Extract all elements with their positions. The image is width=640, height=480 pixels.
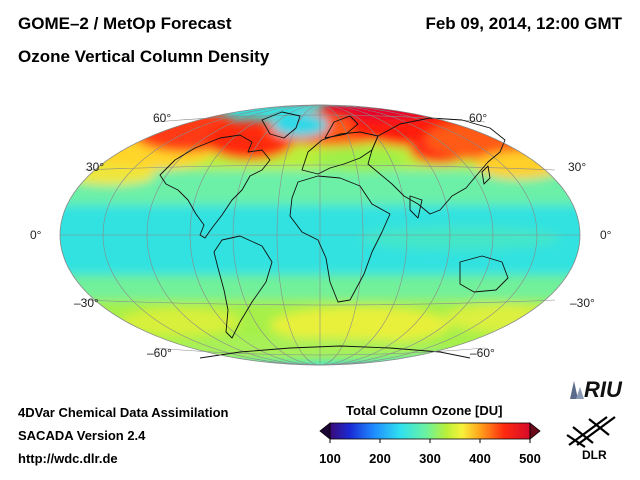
colorbar: [319, 422, 541, 443]
greenland-outline: [261, 111, 301, 139]
riu-logo: RIU: [568, 373, 628, 408]
map-subtitle: Ozone Vertical Column Density: [18, 47, 270, 66]
footer-version: SACADA Version 2.4: [18, 428, 146, 443]
lat-label-right-60: 60°: [469, 111, 488, 125]
map-title: GOME–2 / MetOp Forecast: [18, 14, 232, 33]
antarctica-outline: [199, 345, 471, 359]
colorbar-tick-label: 100: [319, 451, 341, 466]
coastlines: [159, 111, 509, 359]
lat-label-left-minus60: –60°: [147, 346, 172, 360]
africa-outline: [289, 175, 391, 303]
forecast-datetime: Feb 09, 2014, 12:00 GMT: [425, 14, 622, 33]
dlr-logo: [563, 413, 623, 456]
south-america-outline: [213, 235, 273, 339]
lat-label-right-minus30: –30°: [570, 296, 595, 310]
colorbar-max-arrow: [529, 422, 541, 440]
lat-label-right-0: 0°: [600, 228, 612, 242]
scandinavia-outline: [324, 115, 359, 139]
india-outline: [409, 195, 423, 219]
lat-label-right-minus60: –60°: [470, 346, 495, 360]
australia-outline: [459, 255, 509, 293]
lat-label-left-60: 60°: [153, 111, 172, 125]
north-america-outline: [159, 134, 271, 239]
colorbar-title: Total Column Ozone [DU]: [346, 403, 503, 418]
japan-outline: [481, 165, 491, 185]
lat-label-left-30: 30°: [86, 160, 105, 174]
map-border: [59, 104, 581, 366]
colorbar-tick-label: 300: [419, 451, 441, 466]
lat-label-left-0: 0°: [30, 228, 42, 242]
colorbar-gradient: [329, 422, 531, 440]
riu-logo-text: RIU: [584, 377, 623, 402]
colorbar-min-arrow: [319, 422, 331, 440]
asia-outline: [367, 117, 506, 215]
lat-label-left-minus30: –30°: [74, 296, 99, 310]
footer-assimilation: 4DVar Chemical Data Assimilation: [18, 405, 229, 420]
lat-label-right-30: 30°: [568, 160, 587, 174]
dlr-logo-text: DLR: [582, 448, 607, 462]
colorbar-tick-label: 400: [469, 451, 491, 466]
footer-url[interactable]: http://wdc.dlr.de: [18, 451, 118, 466]
colorbar-tick-label: 200: [369, 451, 391, 466]
colorbar-tick-label: 500: [519, 451, 541, 466]
